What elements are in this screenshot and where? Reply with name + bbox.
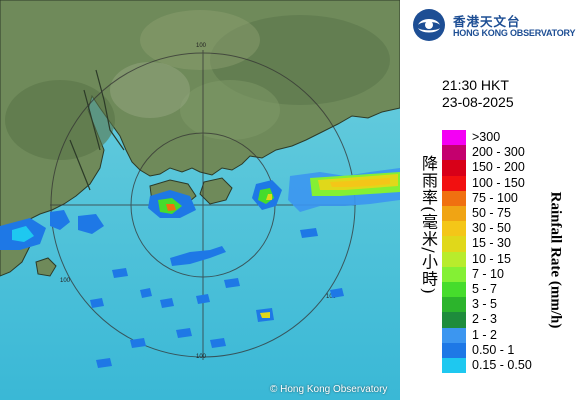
- legend-label: 100 - 150: [472, 175, 525, 190]
- legend-label: 0.50 - 1: [472, 342, 515, 357]
- range-ring-label: 100: [326, 294, 337, 300]
- legend-label: 30 - 50: [472, 221, 511, 236]
- legend-label: 5 - 7: [472, 282, 498, 296]
- legend-swatch: [442, 160, 466, 176]
- legend-label: 150 - 200: [472, 160, 525, 175]
- agency-logo: 香港天文台 HONG KONG OBSERVATORY: [412, 8, 577, 42]
- land-area: [35, 257, 57, 277]
- legend-swatch: [442, 251, 466, 267]
- legend-swatch: [442, 175, 466, 191]
- legend-swatch: [442, 312, 466, 328]
- observation-date: 23-08-2025: [442, 94, 514, 110]
- legend-swatch: [442, 190, 466, 206]
- legend-swatch: [442, 236, 466, 252]
- radar-map: 100 100 100 100: [0, 0, 400, 400]
- legend-swatch: [442, 327, 466, 343]
- rainfall-legend: >300 200 - 300 150 - 200 100 - 150 75 - 100 5…: [442, 130, 572, 377]
- legend-label: 0.15 - 0.50: [472, 358, 532, 372]
- legend-swatch: [442, 342, 466, 358]
- land-area: [199, 177, 233, 205]
- legend-swatch: [442, 282, 466, 298]
- legend-label: 1 - 2: [472, 327, 498, 342]
- legend-swatch: [442, 358, 466, 374]
- terrain-shade: [180, 80, 280, 140]
- legend-swatch: [442, 206, 466, 222]
- range-ring-label: 100: [196, 43, 207, 49]
- terrain-shade: [210, 15, 390, 105]
- terrain-shade: [110, 62, 190, 118]
- river: [69, 69, 125, 191]
- legend-title-en: Rainfall Rate (mm/h): [547, 191, 564, 329]
- legend-label: 75 - 100: [472, 190, 518, 205]
- legend-label: 50 - 75: [472, 206, 511, 220]
- legend-label: >300: [472, 130, 501, 144]
- range-ring-label: 100: [196, 354, 207, 360]
- copyright-notice: © Hong Kong Observatory: [270, 384, 388, 395]
- legend-label: 200 - 300: [472, 145, 525, 160]
- legend-title-zh: 降雨率(毫米/小時): [419, 155, 438, 295]
- legend-swatch: [442, 297, 466, 313]
- legend-label: 2 - 3: [472, 312, 498, 327]
- legend-swatch: [442, 266, 466, 282]
- terrain-shade: [140, 10, 260, 70]
- radar-map-canvas: 100 100 100 100: [0, 0, 400, 400]
- legend-swatch: [442, 221, 466, 237]
- legend-swatch: [442, 130, 466, 146]
- legend-swatch: [442, 145, 466, 161]
- observation-time: 21:30 HKT: [442, 77, 509, 93]
- radar-echoes: [0, 168, 400, 368]
- legend-label: 10 - 15: [472, 251, 511, 266]
- agency-name-zh: 香港天文台: [453, 14, 521, 29]
- range-ring-label: 100: [60, 278, 71, 284]
- legend-label: 3 - 5: [472, 297, 498, 312]
- terrain-shade: [5, 80, 115, 160]
- legend-label: 7 - 10: [472, 266, 504, 281]
- info-panel: 香港天文台 HONG KONG OBSERVATORY 21:30 HKT 23…: [400, 0, 577, 400]
- legend-label: 15 - 30: [472, 236, 511, 251]
- agency-name-en: HONG KONG OBSERVATORY: [453, 28, 576, 38]
- hko-emblem-icon: [413, 9, 445, 41]
